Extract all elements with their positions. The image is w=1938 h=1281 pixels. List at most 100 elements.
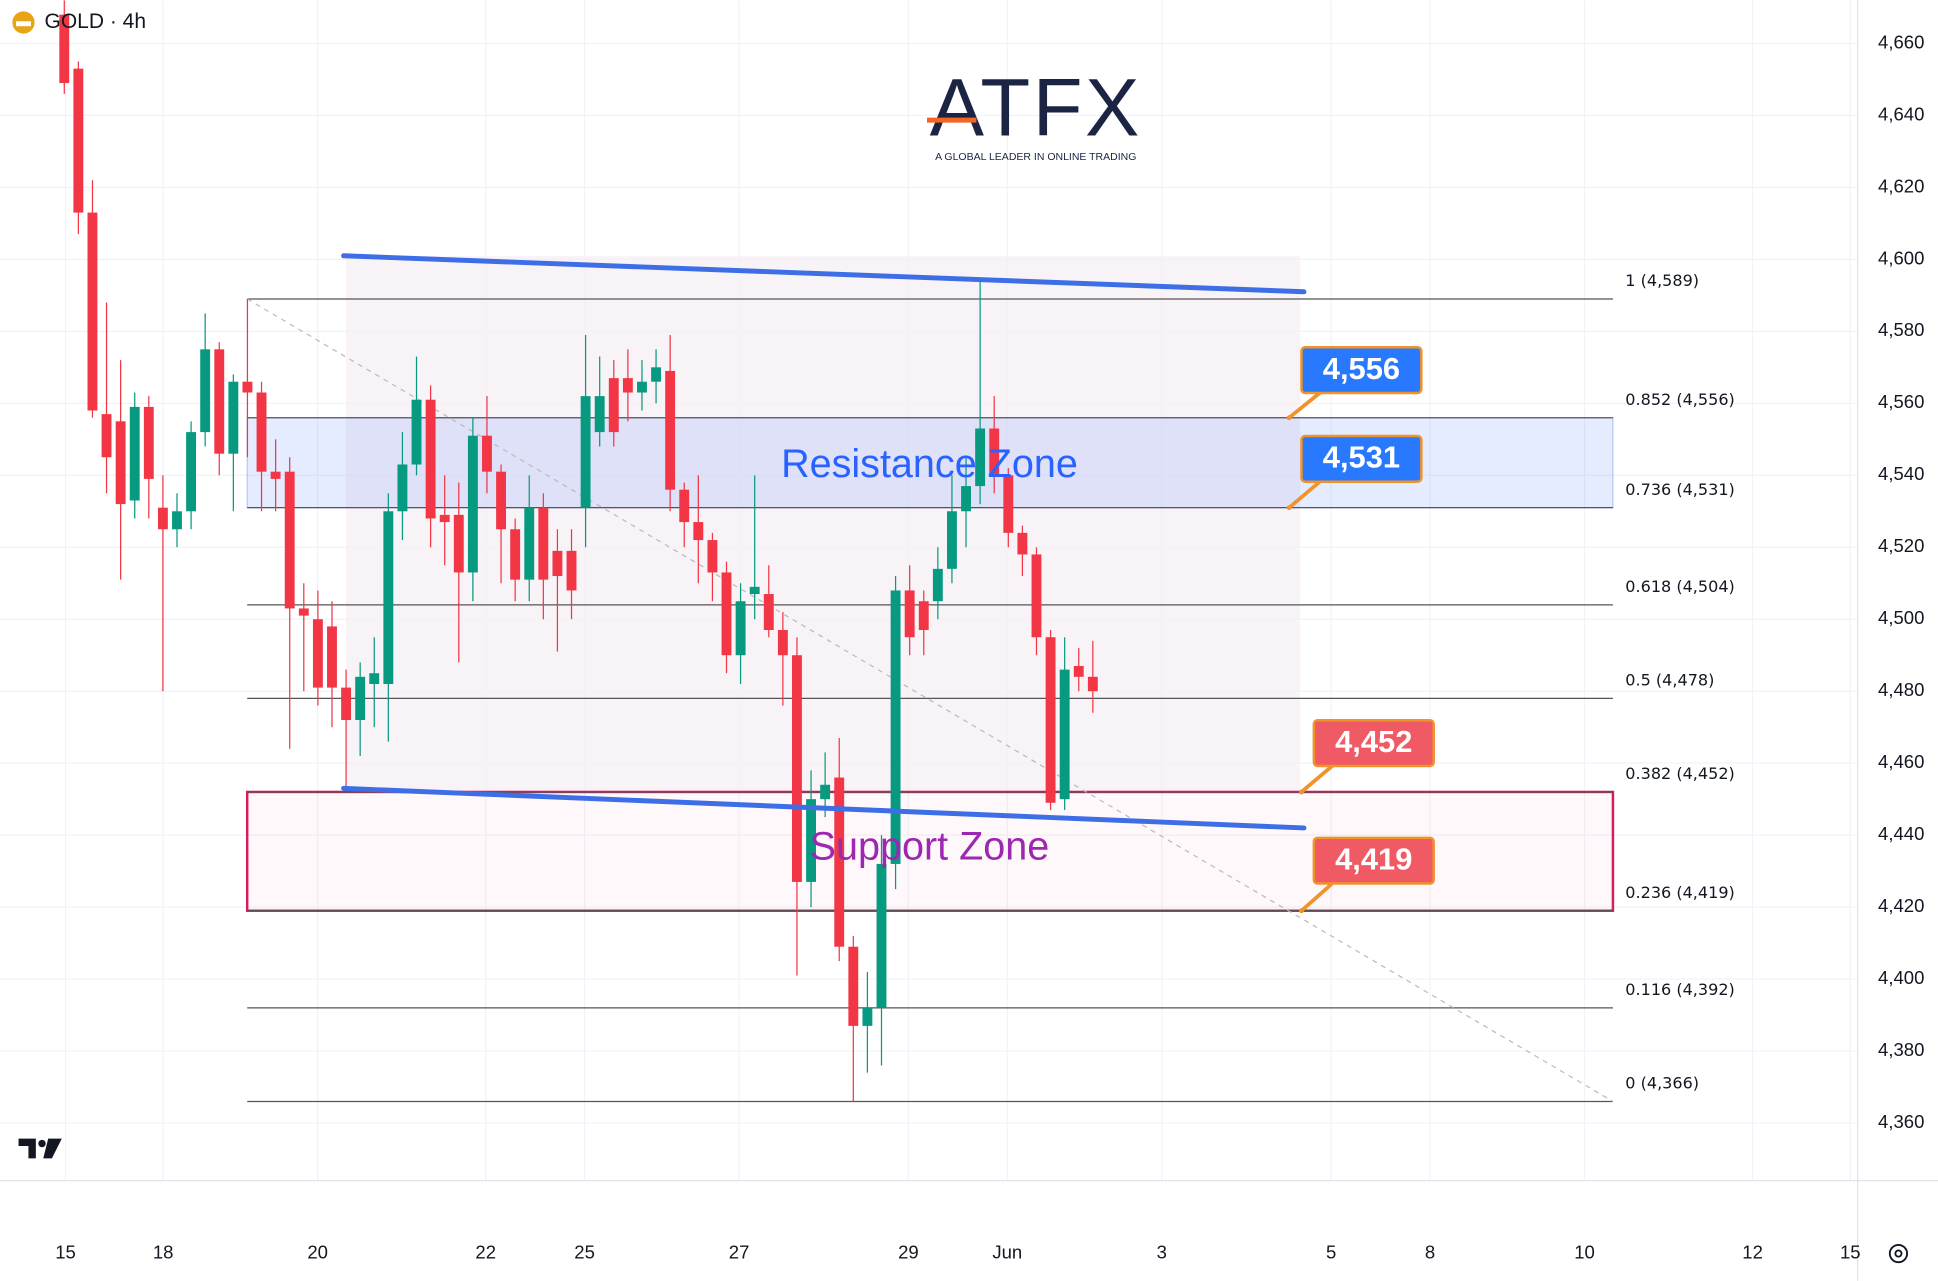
candle-body bbox=[298, 608, 309, 616]
candle-body bbox=[580, 396, 591, 508]
price-badge-label: 4,452 bbox=[1335, 724, 1412, 759]
candle-body bbox=[312, 619, 323, 688]
candle-body bbox=[1073, 666, 1084, 677]
x-tick-label: 20 bbox=[307, 1241, 328, 1262]
price-badge bbox=[1300, 346, 1423, 395]
fib-label: 0.618 (4,504) bbox=[1625, 577, 1735, 596]
candle-body bbox=[1031, 554, 1042, 638]
badge-pointer bbox=[1300, 880, 1335, 913]
fib-trend-line bbox=[246, 298, 1614, 1102]
candle-body bbox=[777, 630, 788, 656]
trendline bbox=[341, 253, 1307, 295]
candle-body bbox=[467, 435, 478, 573]
candle-body bbox=[1003, 475, 1014, 533]
price-badge-label: 4,531 bbox=[1323, 440, 1400, 475]
y-tick-label: 4,640 bbox=[1878, 103, 1924, 124]
candle-body bbox=[890, 590, 901, 864]
candle-body bbox=[369, 673, 380, 685]
candle-body bbox=[637, 381, 647, 393]
y-tick-label: 4,460 bbox=[1878, 751, 1924, 772]
fib-levels: 1 (4,589) 0.852 (4,556) 0.736 (4,531) 0.618… bbox=[246, 271, 1735, 1103]
candle-body bbox=[679, 489, 690, 523]
candle-body bbox=[552, 550, 563, 577]
candle-body bbox=[538, 507, 549, 580]
candle-body bbox=[806, 799, 816, 882]
candle-body bbox=[594, 396, 605, 433]
price-badge bbox=[1300, 434, 1423, 483]
price-badge-label: 4,419 bbox=[1335, 841, 1412, 876]
candle-body bbox=[172, 511, 182, 530]
candle-body bbox=[129, 406, 140, 501]
symbol-icon-bar bbox=[16, 21, 31, 27]
settings-gear-center[interactable] bbox=[1894, 1249, 1903, 1258]
candle-body bbox=[622, 378, 633, 393]
badge-anchor bbox=[1286, 415, 1292, 421]
fib-label: 0.5 (4,478) bbox=[1625, 671, 1714, 690]
candle-body bbox=[101, 414, 112, 458]
price-badge-label: 4,556 bbox=[1323, 351, 1400, 386]
logo-text: ATFX bbox=[930, 63, 1142, 154]
fib-label: 0.736 (4,531) bbox=[1625, 480, 1735, 499]
y-tick-label: 4,500 bbox=[1878, 607, 1924, 628]
candles bbox=[59, 0, 1098, 1102]
fib-label: 0.852 (4,556) bbox=[1625, 390, 1735, 409]
candle-body bbox=[256, 392, 267, 472]
candle-body bbox=[918, 601, 929, 631]
candle-body bbox=[341, 687, 352, 720]
candle-body bbox=[862, 1007, 873, 1026]
trendline bbox=[341, 785, 1307, 831]
x-tick-label: 27 bbox=[729, 1241, 750, 1262]
x-tick-label: 18 bbox=[153, 1241, 174, 1262]
badge-anchor bbox=[1299, 789, 1304, 795]
fib-label: 0.116 (4,392) bbox=[1625, 980, 1735, 999]
tv-logo-part bbox=[43, 1138, 62, 1159]
candle-body bbox=[439, 514, 450, 523]
symbol-header: GOLD · 4h bbox=[12, 10, 146, 34]
candle-body bbox=[482, 435, 492, 472]
y-tick-label: 4,620 bbox=[1878, 175, 1924, 196]
settings-icon[interactable] bbox=[1888, 1243, 1909, 1264]
candle-body bbox=[425, 399, 436, 519]
candle-body bbox=[87, 212, 98, 411]
candle-body bbox=[1045, 637, 1056, 803]
y-tick-label: 4,480 bbox=[1878, 679, 1924, 700]
x-tick-label: 25 bbox=[574, 1241, 595, 1262]
candle-body bbox=[651, 367, 661, 382]
candle-body bbox=[157, 507, 168, 530]
zone-label: Support Zone bbox=[810, 824, 1050, 868]
price-badge bbox=[1312, 719, 1435, 768]
candle-body bbox=[665, 370, 676, 490]
candle-body bbox=[524, 507, 535, 580]
candle-body bbox=[566, 550, 577, 591]
candle-body bbox=[1017, 532, 1028, 555]
overlays: Resistance Zone Support Zone 4,556 4,531 4,4… bbox=[341, 253, 1435, 914]
candle-body bbox=[355, 676, 366, 720]
candle-body bbox=[721, 572, 732, 656]
candle-body bbox=[961, 486, 971, 512]
candle-body bbox=[820, 784, 831, 800]
fib-shading bbox=[346, 256, 1301, 792]
candle-body bbox=[327, 626, 337, 688]
candle-body bbox=[397, 464, 408, 512]
candle-body bbox=[59, 14, 70, 84]
candle-body bbox=[73, 68, 84, 213]
candle-body bbox=[946, 511, 957, 569]
settings-gear[interactable] bbox=[1888, 1243, 1909, 1264]
y-tick-label: 4,520 bbox=[1878, 535, 1924, 556]
y-tick-label: 4,560 bbox=[1878, 391, 1924, 412]
candle-body bbox=[904, 590, 915, 638]
candle-body bbox=[186, 432, 197, 512]
candle-body bbox=[989, 428, 1000, 476]
badge-pointer bbox=[1287, 390, 1323, 420]
candle-body bbox=[608, 378, 619, 433]
candle-body bbox=[834, 777, 845, 947]
candle-body bbox=[143, 406, 154, 479]
candle-body bbox=[1059, 669, 1070, 800]
candle-body bbox=[1087, 676, 1098, 692]
candle-body bbox=[214, 349, 225, 454]
candle-body bbox=[932, 568, 943, 602]
candle-body bbox=[510, 529, 521, 580]
fib-label: 0.382 (4,452) bbox=[1625, 764, 1735, 783]
y-tick-label: 4,600 bbox=[1878, 247, 1924, 268]
